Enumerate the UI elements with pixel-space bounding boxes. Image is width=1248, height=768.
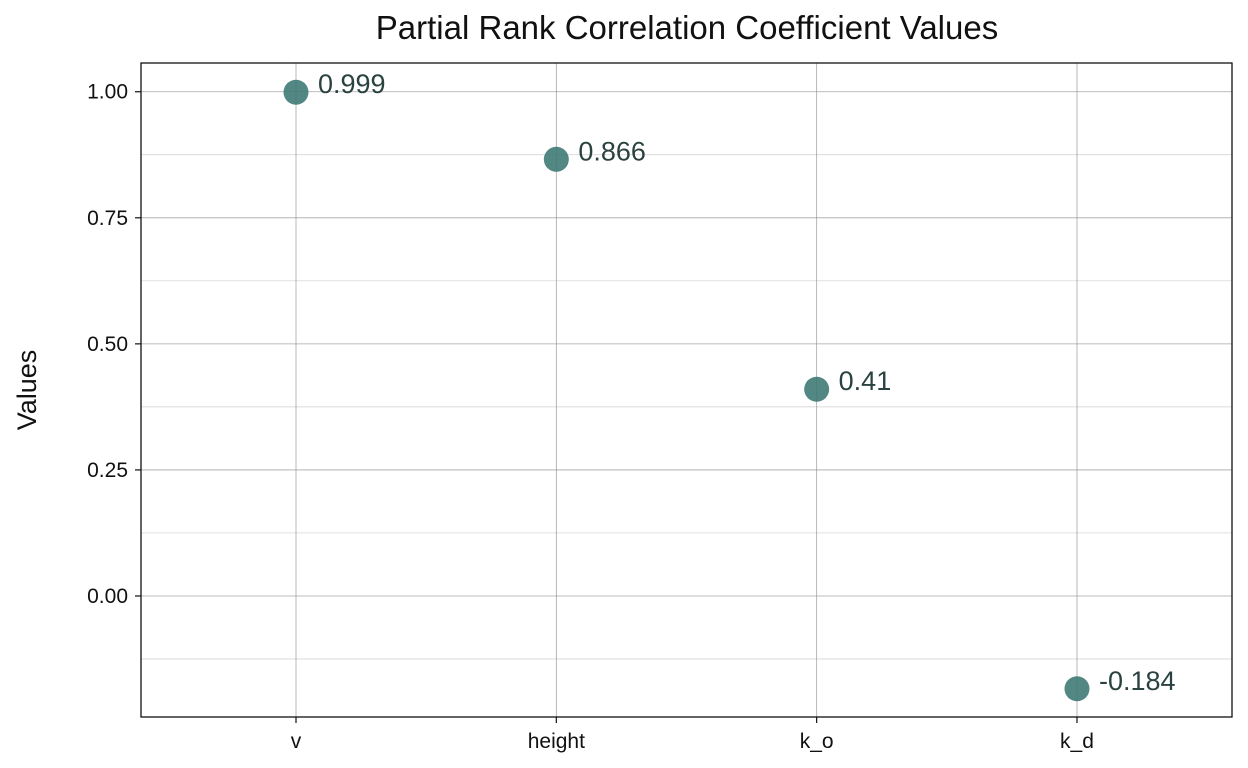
x-tick-label: k_d (1060, 730, 1094, 753)
x-tick-label: height (528, 730, 585, 753)
data-points: 0.999 0.866 0.41 -0.184 (283, 69, 1176, 702)
data-point (1064, 676, 1090, 702)
data-label: 0.41 (839, 366, 892, 396)
axis-ticks: 0.00 0.25 0.50 0.75 1.00 v height k_o k_d (87, 81, 1094, 753)
grid (141, 63, 1232, 717)
y-tick-label: 1.00 (87, 81, 128, 104)
data-point (543, 146, 569, 172)
data-label: -0.184 (1099, 666, 1176, 696)
y-tick-label: 0.25 (87, 459, 128, 482)
x-tick-label: v (291, 730, 302, 753)
y-tick-label: 0.50 (87, 333, 128, 356)
y-axis-label: Values (12, 350, 42, 431)
data-label: 0.866 (578, 136, 646, 166)
x-tick-label: k_o (800, 730, 834, 753)
data-point (804, 376, 830, 402)
plot-frame (140, 62, 1233, 718)
chart-title: Partial Rank Correlation Coefficient Val… (376, 9, 998, 46)
y-tick-label: 0.00 (87, 585, 128, 608)
data-label: 0.999 (318, 69, 386, 99)
data-point (283, 79, 309, 105)
y-tick-label: 0.75 (87, 207, 128, 230)
